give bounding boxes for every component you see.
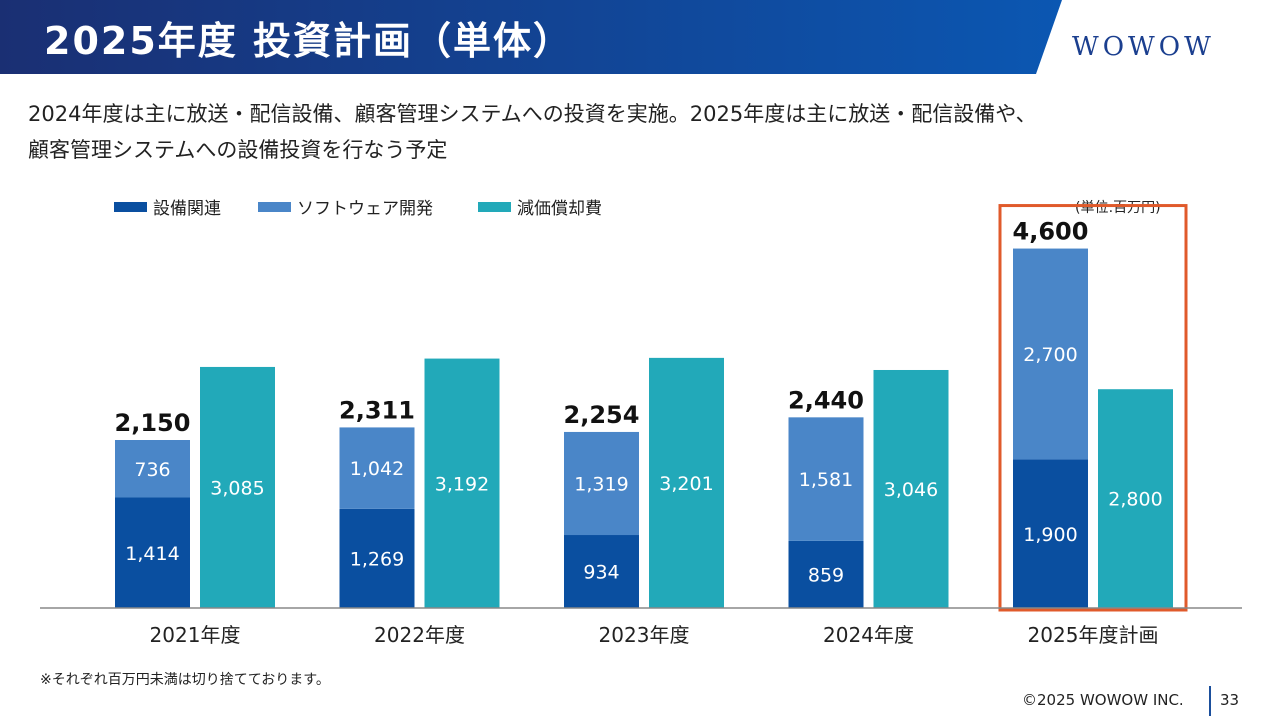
- bar-label-depreciation-3: 3,046: [884, 479, 938, 501]
- bar-software-1: [339, 427, 415, 509]
- footnote: ※それぞれ百万円未満は切り捨てております。: [40, 672, 330, 688]
- total-label-1: 2,311: [339, 396, 415, 424]
- bar-facilities-4: [1013, 459, 1088, 608]
- total-label-2: 2,254: [564, 401, 640, 429]
- legend-swatch-facilities: [114, 201, 147, 212]
- bar-label-software-4: 2,700: [1023, 344, 1077, 366]
- bar-label-depreciation-1: 3,192: [435, 473, 489, 495]
- bar-label-facilities-4: 1,900: [1023, 524, 1077, 546]
- legend-swatch-software: [258, 201, 291, 212]
- bar-depreciation-2: [649, 357, 724, 608]
- bar-facilities-0: [115, 497, 190, 608]
- legend-swatch-depreciation: [478, 201, 511, 212]
- copyright: ©2025 WOWOW INC.: [1022, 691, 1184, 709]
- header-bar: 2025年度 投資計画（単体） WOWOW: [0, 0, 1280, 74]
- unit-label: (単位:百万円): [1075, 200, 1161, 216]
- bar-software-0: [115, 440, 190, 498]
- bar-label-depreciation-2: 3,201: [659, 473, 713, 495]
- bar-software-2: [564, 431, 639, 536]
- bar-facilities-2: [564, 535, 639, 608]
- legend-label-facilities: 設備関連: [153, 199, 221, 219]
- category-label-0: 2021年度: [150, 623, 241, 647]
- total-label-0: 2,150: [115, 409, 191, 437]
- subtitle-line-2: 顧客管理システムへの設備投資を行なう予定: [28, 138, 448, 162]
- bar-software-3: [788, 417, 864, 541]
- bar-label-software-1: 1,042: [350, 458, 404, 480]
- bar-label-software-2: 1,319: [574, 473, 628, 495]
- total-label-4: 4,600: [1013, 218, 1089, 246]
- bar-label-facilities-3: 859: [808, 564, 844, 586]
- footer-divider: [1209, 686, 1211, 716]
- bar-depreciation-1: [424, 358, 500, 608]
- bar-label-facilities-0: 1,414: [125, 543, 179, 565]
- category-label-2: 2023年度: [599, 623, 690, 647]
- bar-label-software-0: 736: [134, 459, 170, 481]
- category-label-4: 2025年度計画: [1028, 623, 1159, 647]
- bar-depreciation-4: [1098, 389, 1173, 608]
- subtitle-line-1: 2024年度は主に放送・配信設備、顧客管理システムへの投資を実施。2025年度は…: [28, 102, 1037, 126]
- category-label-1: 2022年度: [374, 623, 465, 647]
- header-banner: [0, 0, 1062, 74]
- bar-software-4: [1013, 248, 1088, 460]
- bar-depreciation-0: [200, 366, 275, 608]
- bar-label-depreciation-0: 3,085: [210, 477, 264, 499]
- slide-subtitle: 2024年度は主に放送・配信設備、顧客管理システムへの投資を実施。2025年度は…: [28, 96, 1258, 168]
- page-number: 33: [1220, 691, 1240, 709]
- investment-bar-chart: 1,414 736 2,150 3,085 2021年度 1,269 1,042 2,311 3…: [40, 204, 1242, 647]
- legend-item-facilities: 設備関連: [114, 194, 221, 219]
- highlight-box-2025: [998, 204, 1188, 612]
- slide-title: 2025年度 投資計画（単体）: [44, 19, 573, 63]
- bar-depreciation-3: [873, 369, 949, 608]
- bar-facilities-1: [339, 508, 415, 608]
- wowow-logo: WOWOW: [1072, 32, 1215, 62]
- legend-item-software: ソフトウェア開発: [258, 194, 433, 219]
- bar-label-depreciation-4: 2,800: [1108, 489, 1162, 511]
- bar-label-facilities-2: 934: [583, 562, 619, 584]
- bar-label-facilities-1: 1,269: [350, 548, 404, 570]
- category-label-3: 2024年度: [823, 623, 914, 647]
- legend-label-software: ソフトウェア開発: [297, 199, 433, 219]
- bar-facilities-3: [788, 540, 864, 608]
- bar-label-software-3: 1,581: [799, 469, 853, 491]
- total-label-3: 2,440: [788, 386, 864, 414]
- legend-label-depreciation: 減価償却費: [517, 199, 602, 219]
- legend-item-depreciation: 減価償却費: [478, 194, 602, 219]
